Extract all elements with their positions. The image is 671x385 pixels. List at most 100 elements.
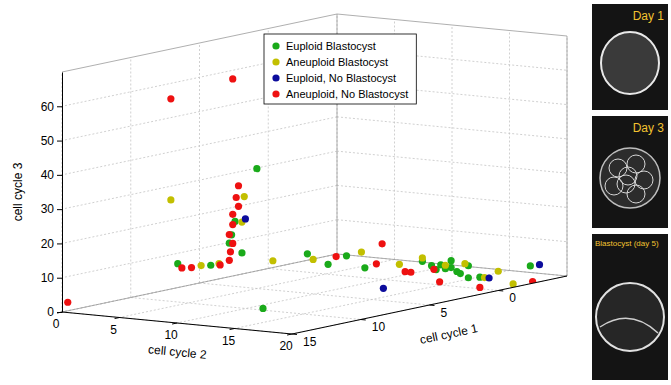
box-edge (62, 14, 567, 72)
point (358, 248, 365, 255)
tick: 20 (41, 237, 62, 251)
point (476, 284, 483, 291)
point (229, 211, 236, 218)
tick-mark (57, 209, 62, 210)
point (396, 261, 403, 268)
axes: 05101520051015 (53, 276, 567, 353)
grid-line (337, 220, 567, 242)
tick-mark (230, 329, 235, 330)
image-label: Day 1 (633, 9, 665, 23)
tick-mark (57, 175, 62, 176)
legend-label: Aneuploid, No Blastocyst (286, 88, 408, 100)
point (402, 268, 409, 275)
tick: 40 (41, 168, 62, 182)
tick: 50 (41, 134, 62, 148)
point (485, 274, 492, 281)
tick-label: 10 (41, 271, 55, 285)
point (448, 257, 455, 264)
tick-label: 10 (164, 328, 178, 342)
point (242, 215, 249, 222)
image-ground (592, 4, 668, 110)
tick-mark (57, 243, 62, 244)
point (178, 264, 185, 271)
tick-label: 0 (509, 291, 516, 305)
grid-line (337, 117, 567, 139)
axis-line (62, 73, 63, 313)
tick-label: 40 (41, 168, 55, 182)
tick-mark (57, 312, 62, 313)
point (465, 274, 472, 281)
point (419, 254, 426, 261)
blastomere (635, 171, 653, 189)
chart: 010203040506005101520051015cell cycle 2c… (0, 0, 671, 385)
image-ground (592, 116, 668, 228)
point (380, 285, 387, 292)
grid-line (567, 36, 568, 276)
point (310, 256, 317, 263)
tick-label: 5 (110, 323, 117, 337)
image-panel: Day 1 (592, 4, 668, 110)
blastomere (619, 167, 637, 185)
image-label: Blastocyst (day 5) (595, 239, 659, 248)
cell-outline (601, 32, 659, 94)
point (229, 75, 236, 82)
legend-marker (272, 90, 279, 97)
tick: 60 (41, 100, 62, 114)
tick-mark (292, 334, 297, 335)
grid-line (62, 220, 337, 278)
point (495, 268, 502, 275)
blastomere (627, 155, 645, 173)
point (167, 95, 174, 102)
grid-line (337, 151, 567, 173)
point (442, 262, 449, 269)
legend-marker (272, 58, 279, 65)
point (324, 261, 331, 268)
point (235, 203, 242, 210)
inner-mass (600, 318, 658, 333)
point (167, 196, 174, 203)
grid-line (199, 43, 200, 283)
point (333, 253, 340, 260)
tick-label: 60 (41, 100, 55, 114)
point (238, 249, 245, 256)
grid-line (62, 185, 337, 243)
axis-title: cell cycle 1 (419, 321, 480, 347)
tick-mark (172, 323, 177, 324)
point (188, 264, 195, 271)
legend: Euploid Blastocyst Aneuploid Blastocyst Eu… (264, 34, 416, 104)
legend-label: Euploid, No Blastocyst (286, 72, 396, 84)
point (226, 231, 233, 238)
point (304, 250, 311, 257)
legend-label: Euploid Blastocyst (286, 40, 376, 52)
point (226, 257, 233, 264)
tick: 30 (41, 202, 62, 216)
grid-line (130, 58, 131, 298)
point (235, 182, 242, 189)
point (373, 260, 380, 267)
tick-label: 15 (303, 335, 317, 349)
point (436, 278, 443, 285)
grid-line (292, 276, 567, 334)
point (233, 194, 240, 201)
point (259, 305, 266, 312)
tick-label: 5 (440, 306, 447, 320)
tick-label: 20 (41, 237, 55, 251)
image-panel: Day 3 (592, 116, 668, 228)
axis-line (292, 276, 567, 334)
point (217, 261, 224, 268)
grid-line (509, 31, 510, 271)
grid-line (337, 185, 567, 207)
grid-line (62, 151, 337, 209)
point (241, 193, 248, 200)
point (343, 252, 350, 259)
tick-mark (57, 106, 62, 107)
grid-line (62, 72, 63, 312)
grid-line (120, 260, 395, 318)
legend-label: Aneuploid Blastocyst (286, 56, 388, 68)
box (62, 14, 567, 312)
tick: 10 (41, 271, 62, 285)
point (536, 261, 543, 268)
grid-line (131, 298, 361, 320)
tick-mark (115, 318, 120, 319)
point (198, 262, 205, 269)
